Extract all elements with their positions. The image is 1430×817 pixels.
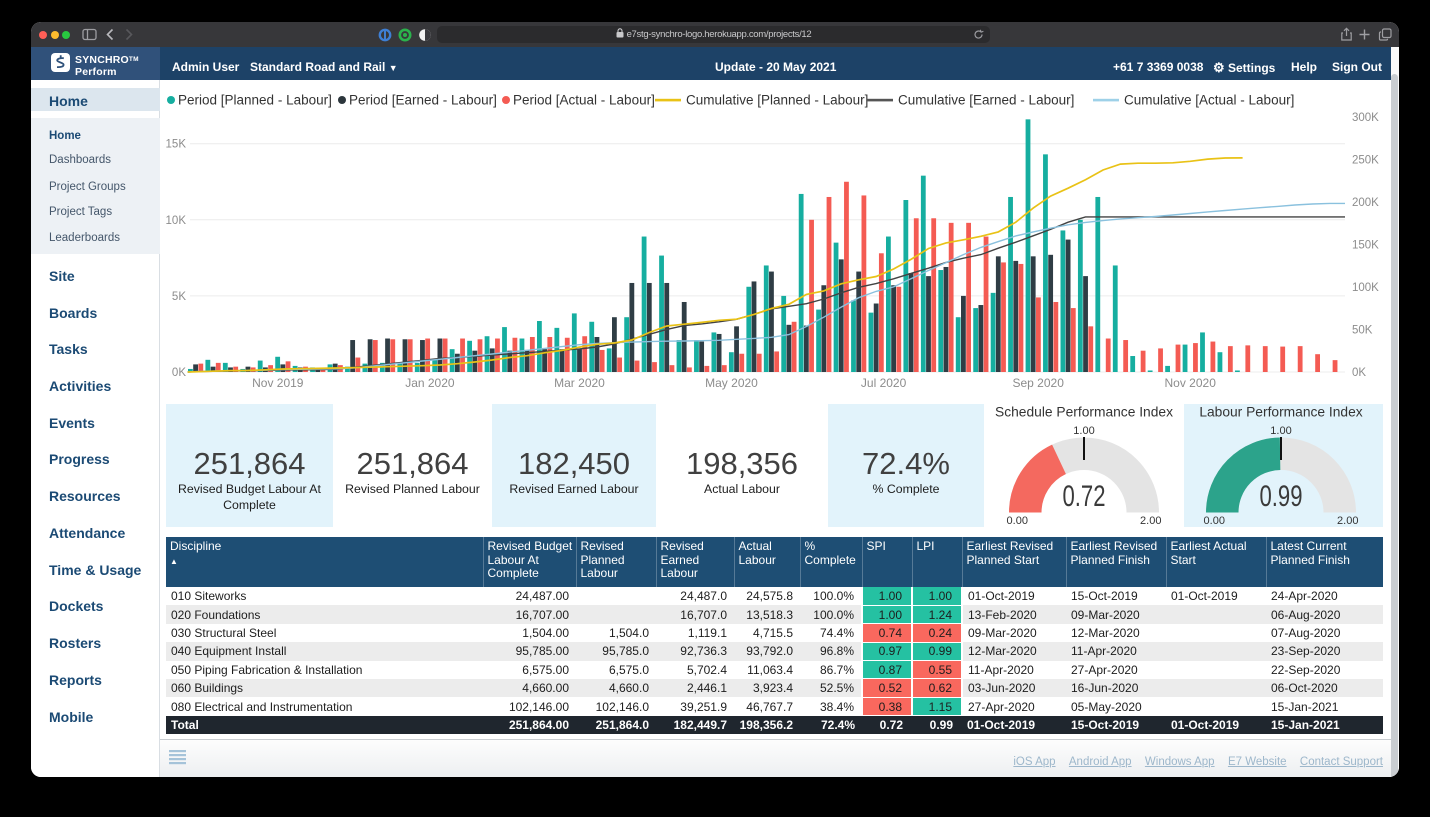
- svg-text:5K: 5K: [172, 291, 186, 303]
- svg-text:Mar 2020: Mar 2020: [554, 376, 605, 390]
- svg-text:Schedule Performance Index: Schedule Performance Index: [995, 405, 1173, 420]
- svg-text:0K: 0K: [172, 367, 186, 379]
- svg-text:15K: 15K: [166, 139, 187, 151]
- svg-text:200K: 200K: [1352, 197, 1379, 209]
- svg-text:0.00: 0.00: [1007, 515, 1028, 527]
- svg-text:Sep 2020: Sep 2020: [1013, 376, 1065, 390]
- svg-text:1.00: 1.00: [1073, 425, 1094, 437]
- svg-text:Cumulative [Actual - Labour]: Cumulative [Actual - Labour]: [1124, 93, 1294, 108]
- svg-text:Period [Earned - Labour]: Period [Earned - Labour]: [349, 93, 497, 108]
- svg-text:1.00: 1.00: [1270, 425, 1291, 437]
- svg-text:250K: 250K: [1352, 155, 1379, 167]
- svg-text:0K: 0K: [1352, 367, 1366, 379]
- svg-text:Nov 2020: Nov 2020: [1165, 376, 1217, 390]
- svg-text:Jan 2020: Jan 2020: [405, 376, 455, 390]
- svg-text:May 2020: May 2020: [705, 376, 758, 390]
- svg-text:Period [Actual - Labour]: Period [Actual - Labour]: [513, 93, 655, 108]
- svg-text:Nov 2019: Nov 2019: [252, 376, 304, 390]
- svg-text:Cumulative [Earned - Labour]: Cumulative [Earned - Labour]: [898, 93, 1074, 108]
- svg-text:50K: 50K: [1352, 325, 1373, 337]
- svg-text:2.00: 2.00: [1140, 515, 1161, 527]
- svg-text:300K: 300K: [1352, 112, 1379, 124]
- svg-text:Period [Planned - Labour]: Period [Planned - Labour]: [178, 93, 332, 108]
- svg-text:Labour Performance Index: Labour Performance Index: [1199, 405, 1362, 420]
- svg-text:2.00: 2.00: [1337, 515, 1358, 527]
- svg-text:0.00: 0.00: [1204, 515, 1225, 527]
- svg-text:10K: 10K: [166, 215, 187, 227]
- svg-text:0.99: 0.99: [1260, 480, 1303, 513]
- svg-text:100K: 100K: [1352, 282, 1379, 294]
- svg-text:Cumulative [Planned - Labour]: Cumulative [Planned - Labour]: [686, 93, 868, 108]
- svg-text:150K: 150K: [1352, 240, 1379, 252]
- svg-text:Jul 2020: Jul 2020: [861, 376, 907, 390]
- svg-text:0.72: 0.72: [1063, 480, 1106, 513]
